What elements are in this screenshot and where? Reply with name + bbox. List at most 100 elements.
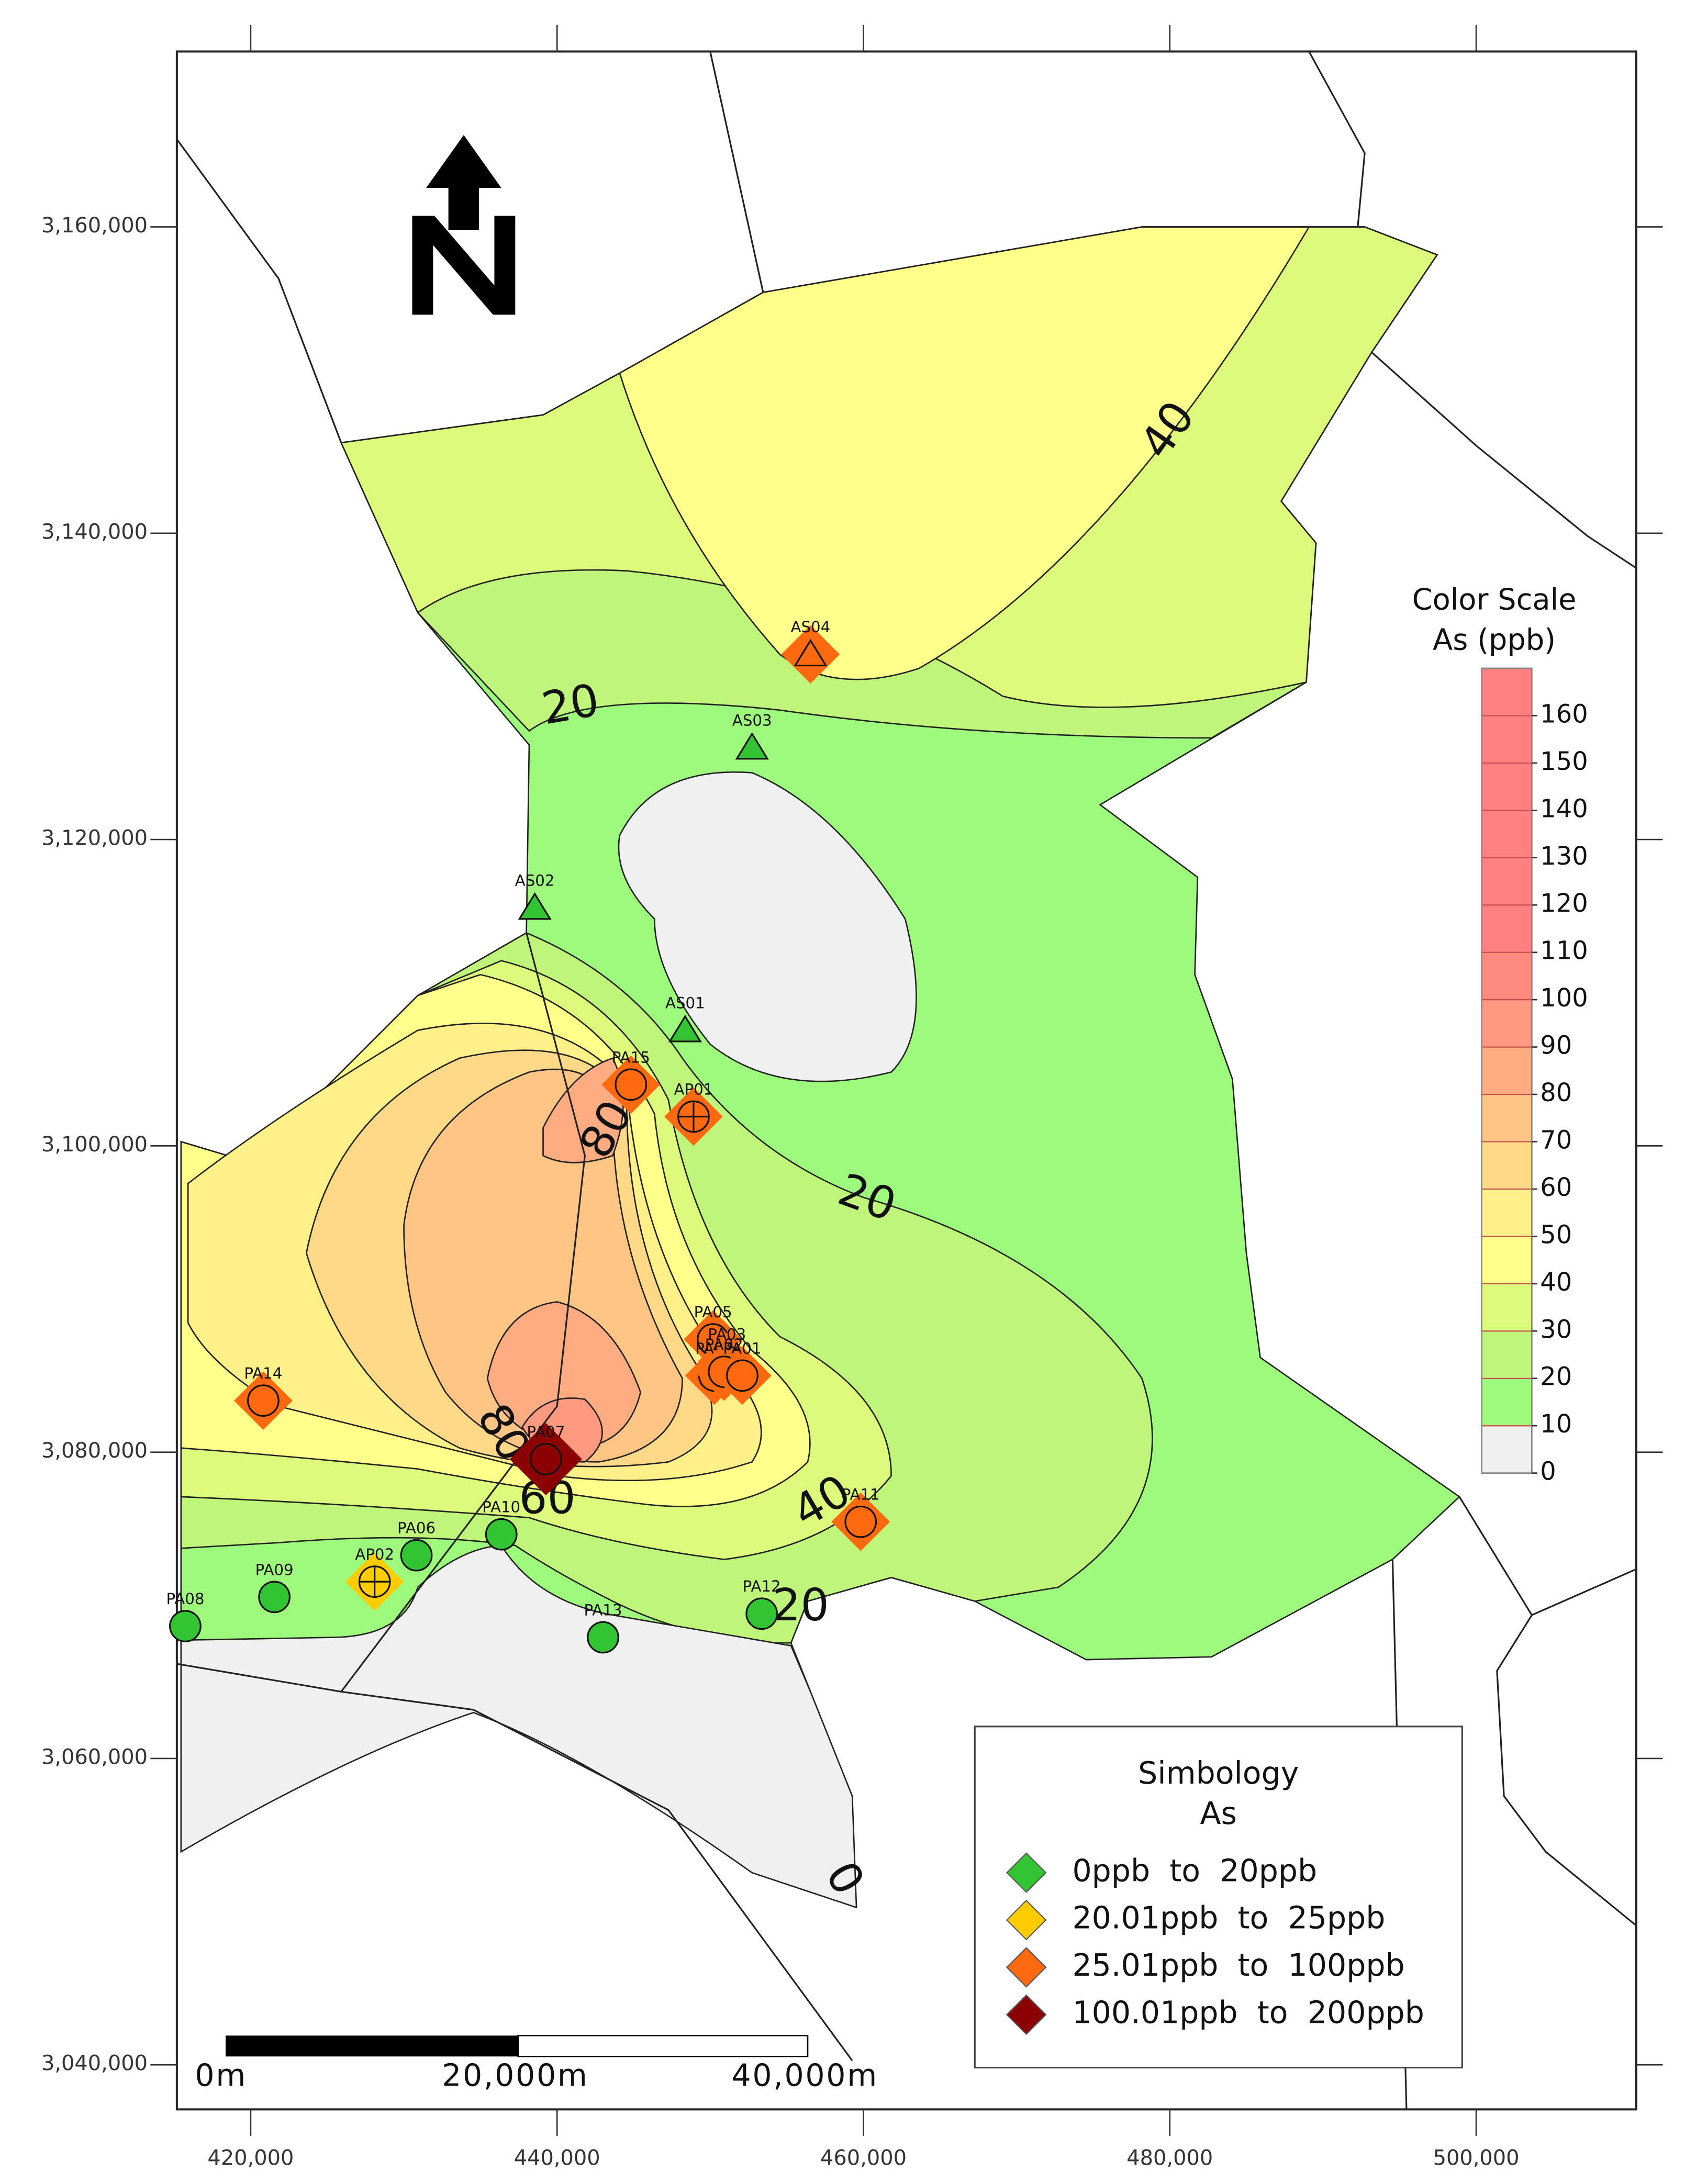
zone-40-50-north xyxy=(619,226,1311,680)
scale-bar-label: 40,000m xyxy=(731,2057,878,2093)
y-tick-label: 3,140,000 xyxy=(41,520,148,544)
station-symbol xyxy=(529,1443,562,1475)
station-label: PA12 xyxy=(743,1577,781,1595)
station-label: PA10 xyxy=(482,1498,520,1516)
color-scale-bin xyxy=(1481,1425,1533,1474)
color-scale-bin xyxy=(1481,715,1533,764)
legend-label: 20.01ppb to 25ppb xyxy=(1072,1900,1385,1936)
x-tick-label: 460,000 xyxy=(820,2146,907,2170)
station-symbol xyxy=(668,1014,702,1043)
legend-label: 100.01ppb to 200ppb xyxy=(1072,1995,1424,2031)
station-label: PA11 xyxy=(842,1486,880,1504)
north-arrow-head xyxy=(426,135,501,230)
station xyxy=(485,1518,518,1551)
scale-bar-label: 20,000m xyxy=(442,2057,588,2093)
color-scale-bin xyxy=(1481,810,1533,858)
scale-bar-black xyxy=(225,2035,518,2057)
color-scale-bin xyxy=(1481,857,1533,906)
color-scale-label: 30 xyxy=(1540,1315,1572,1344)
station-label: AS01 xyxy=(665,994,705,1012)
color-scale-label: 150 xyxy=(1540,747,1588,776)
zone-bottom-gray xyxy=(180,1544,857,1909)
station xyxy=(587,1621,619,1654)
station-label: PA08 xyxy=(166,1590,204,1608)
station xyxy=(831,1492,890,1551)
color-scale-bin xyxy=(1481,1093,1533,1143)
x-tick-label: 480,000 xyxy=(1126,2146,1213,2170)
color-scale-bin xyxy=(1481,1188,1533,1237)
y-tick-label: 3,040,000 xyxy=(41,2052,148,2076)
station-label: AP02 xyxy=(355,1545,394,1563)
boundary-line xyxy=(1308,51,1366,227)
station-symbol xyxy=(794,639,828,667)
legend-title: As xyxy=(1200,1796,1237,1831)
station-symbol xyxy=(745,1597,778,1630)
color-scale-label: 20 xyxy=(1540,1363,1572,1392)
boundary-line xyxy=(1496,1615,1637,1927)
color-scale-label: 120 xyxy=(1540,889,1588,918)
color-scale-label: 140 xyxy=(1540,794,1588,823)
color-scale-bin xyxy=(1481,951,1533,1001)
station xyxy=(735,732,769,760)
color-scale-label: 100 xyxy=(1540,984,1588,1013)
station xyxy=(258,1581,291,1614)
station-label: PA06 xyxy=(397,1519,436,1537)
y-tick-label: 3,060,000 xyxy=(41,1745,148,1769)
station-symbol xyxy=(844,1505,877,1538)
color-scale-label: 130 xyxy=(1540,842,1588,871)
color-scale-label: 80 xyxy=(1540,1079,1572,1107)
contour-zones xyxy=(180,226,1461,1909)
color-scale-bin xyxy=(1481,904,1533,953)
color-scale-bin xyxy=(1481,1283,1533,1332)
station-label: AP01 xyxy=(674,1080,713,1098)
station-diamond xyxy=(831,1492,890,1551)
zone-hole xyxy=(618,771,917,1082)
station xyxy=(345,1552,404,1611)
station-label: AS03 xyxy=(732,711,772,729)
station-diamond xyxy=(713,1346,772,1405)
scale-bar-label: 0m xyxy=(195,2057,247,2093)
color-scale-label: 40 xyxy=(1540,1268,1572,1297)
map-frame xyxy=(175,50,1637,2111)
color-scale-label: 10 xyxy=(1540,1410,1572,1439)
x-tick-label: 440,000 xyxy=(514,2146,600,2170)
legend-title: Simbology xyxy=(1138,1755,1299,1791)
legend-box xyxy=(974,1726,1463,2069)
color-scale-label: 90 xyxy=(1540,1032,1572,1060)
color-scale-bin xyxy=(1481,1046,1533,1095)
station xyxy=(745,1597,778,1630)
station-symbol xyxy=(587,1621,619,1654)
north-arrow xyxy=(412,135,516,315)
station xyxy=(668,1014,702,1043)
y-tick-label: 3,080,000 xyxy=(41,1439,148,1463)
boundaries xyxy=(176,51,1637,2110)
scale-bar-white xyxy=(517,2035,809,2057)
color-scale-bin xyxy=(1481,1330,1533,1379)
color-scale-title: As (ppb) xyxy=(1433,623,1556,657)
station-symbol xyxy=(258,1581,291,1614)
station-label: PA05 xyxy=(694,1303,732,1321)
station-label: PA13 xyxy=(584,1601,622,1619)
station xyxy=(400,1539,433,1572)
y-tick-label: 3,100,000 xyxy=(41,1133,148,1157)
boundary-line xyxy=(709,51,764,293)
north-letter xyxy=(412,216,516,315)
boundary-line xyxy=(176,139,342,443)
station xyxy=(169,1610,202,1642)
station xyxy=(713,1346,772,1405)
station-label: AS04 xyxy=(790,618,830,636)
color-scale-label: 50 xyxy=(1540,1220,1572,1249)
station-symbol xyxy=(726,1359,758,1392)
station-label: PA15 xyxy=(612,1048,650,1066)
station-symbol xyxy=(518,892,552,920)
station-label: PA07 xyxy=(527,1423,565,1441)
station-label: PA01 xyxy=(723,1339,762,1357)
contour-label: 20 xyxy=(538,674,603,735)
station-diamond xyxy=(601,1055,661,1114)
station xyxy=(518,892,552,920)
color-scale-label: 70 xyxy=(1540,1126,1572,1155)
color-scale-bin xyxy=(1481,999,1533,1048)
x-tick-label: 420,000 xyxy=(207,2146,294,2170)
